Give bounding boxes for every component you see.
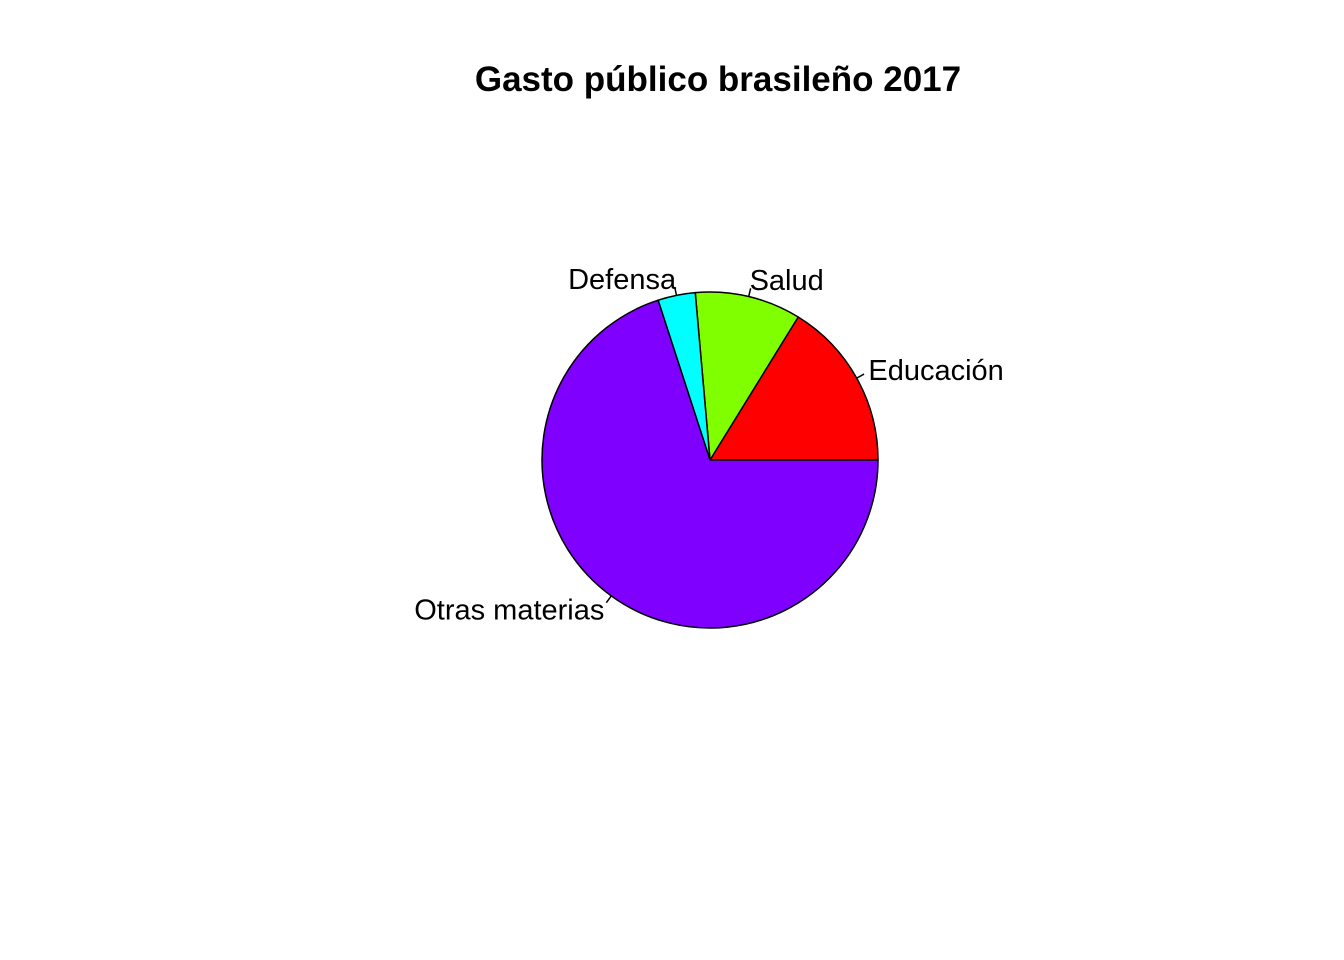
pie-leader-otras-materias	[605, 595, 612, 604]
pie-slice-educacion	[709, 316, 879, 461]
pie-leader-defensa	[674, 287, 678, 296]
pie-labels: Educación Salud Defensa Otras materias	[414, 264, 1004, 627]
chart-title: Gasto público brasileño 2017	[474, 60, 962, 99]
pie-leader-salud	[747, 288, 752, 297]
pie-slice-otras-materias	[541, 299, 879, 629]
pie-slice-salud	[694, 291, 799, 461]
pie-slices	[541, 291, 879, 629]
pie-label-otras-materias: Otras materias	[414, 595, 604, 627]
pie-label-leaders	[605, 287, 865, 604]
pie-leader-educacion	[856, 373, 865, 379]
pie-label-defensa: Defensa	[568, 264, 677, 296]
pie-label-educacion: Educación	[868, 355, 1003, 387]
pie-label-salud: Salud	[750, 265, 824, 297]
